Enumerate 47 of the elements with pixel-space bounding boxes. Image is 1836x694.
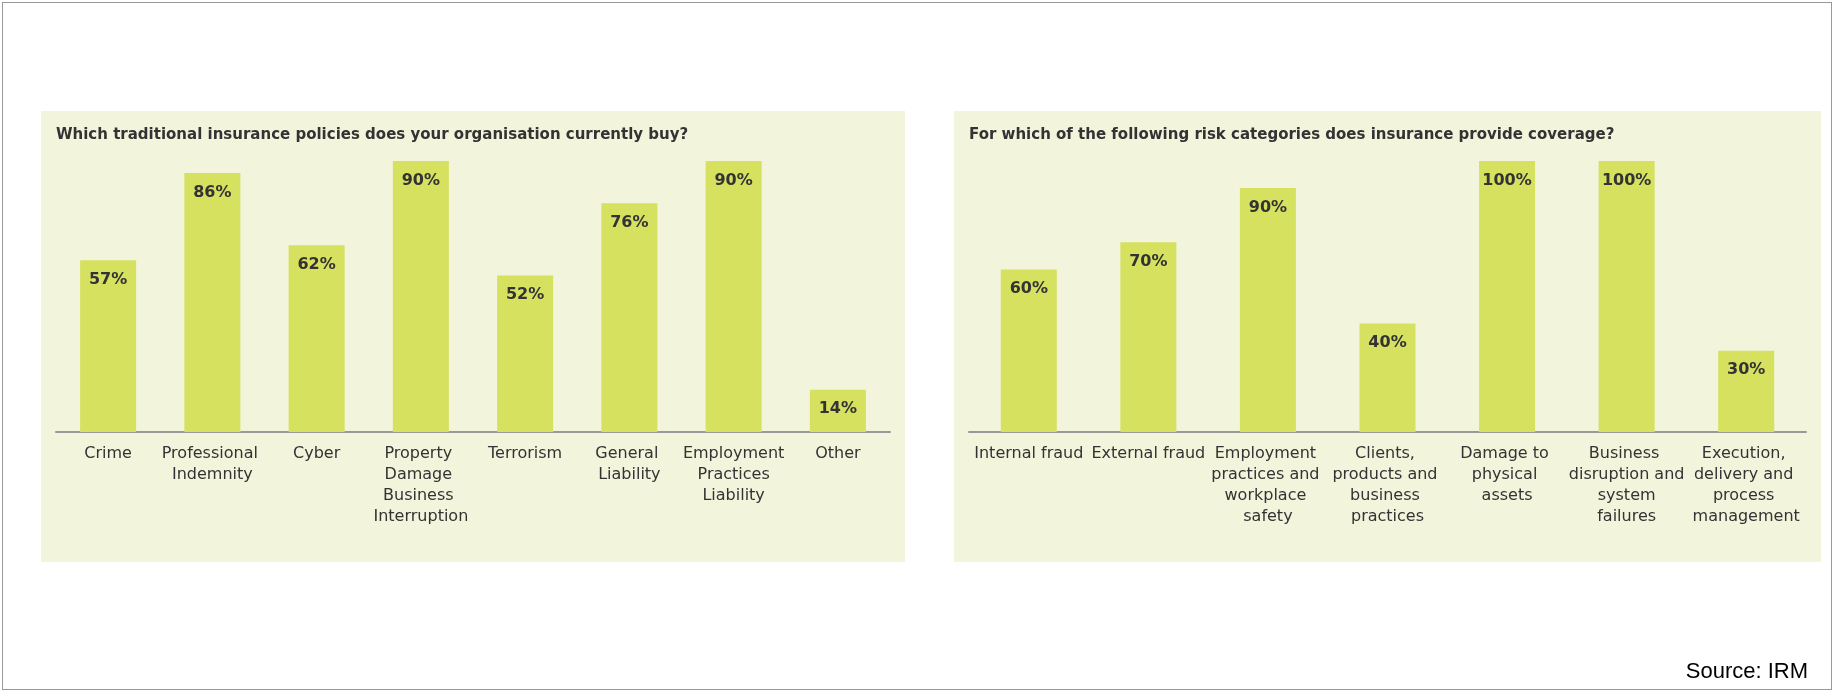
x-tick-label: Other (815, 443, 862, 462)
x-tick-label: Business disruption and system failures (1568, 443, 1685, 525)
x-tick-label: Crime (84, 443, 132, 462)
x-tick-label: Internal fraud (974, 443, 1084, 462)
data-label: 62% (297, 253, 336, 273)
bar (601, 203, 658, 432)
x-tick-label: Professional Indemnity (161, 443, 263, 483)
bar (1359, 323, 1416, 432)
source-note: Source: IRM (1685, 658, 1808, 684)
bar (1120, 242, 1177, 432)
bar (184, 173, 241, 432)
data-label: 40% (1368, 332, 1407, 352)
bar (392, 161, 449, 432)
x-tick-label: Damage to physical assets (1460, 443, 1554, 504)
data-label: 100% (1601, 169, 1652, 189)
data-label: 76% (610, 211, 649, 231)
data-label: 30% (1727, 359, 1766, 379)
x-tick-label: Execution, delivery and process management (1692, 443, 1800, 525)
data-label: 52% (505, 283, 545, 303)
bar (80, 260, 137, 432)
x-tick-label: Property Damage Business Interruption (373, 443, 469, 525)
x-tick-label: External fraud (1091, 443, 1206, 462)
bar (705, 161, 762, 432)
bar (288, 245, 345, 432)
x-tick-label: Clients, products and business practices (1332, 443, 1443, 525)
x-tick-label: Cyber (293, 443, 341, 462)
data-label: 90% (1248, 196, 1288, 216)
data-label: 100% (1482, 169, 1532, 189)
data-label: 70% (1129, 250, 1168, 270)
data-label: 60% (1009, 277, 1048, 297)
bar (1239, 188, 1296, 432)
bar (1000, 269, 1057, 432)
data-label: 90% (714, 169, 753, 189)
data-label: 14% (818, 398, 858, 418)
bar (1718, 350, 1775, 432)
data-label: 86% (193, 181, 232, 201)
x-tick-label: Employment Practices Liability (682, 443, 785, 504)
bar (497, 275, 554, 432)
x-tick-label: Employment practices and workplace safety (1211, 443, 1325, 525)
data-label: 57% (88, 268, 128, 288)
bar (1479, 161, 1536, 432)
bar (1598, 161, 1655, 432)
data-label: 90% (401, 169, 441, 189)
x-tick-label: General Liability (595, 443, 664, 483)
chart-title: For which of the following risk categories does insurance provide coverage? (969, 124, 1615, 143)
chart-title: Which traditional insurance policies does your organisation currently buy? (56, 124, 689, 143)
x-tick-label: Terrorism (487, 443, 563, 462)
